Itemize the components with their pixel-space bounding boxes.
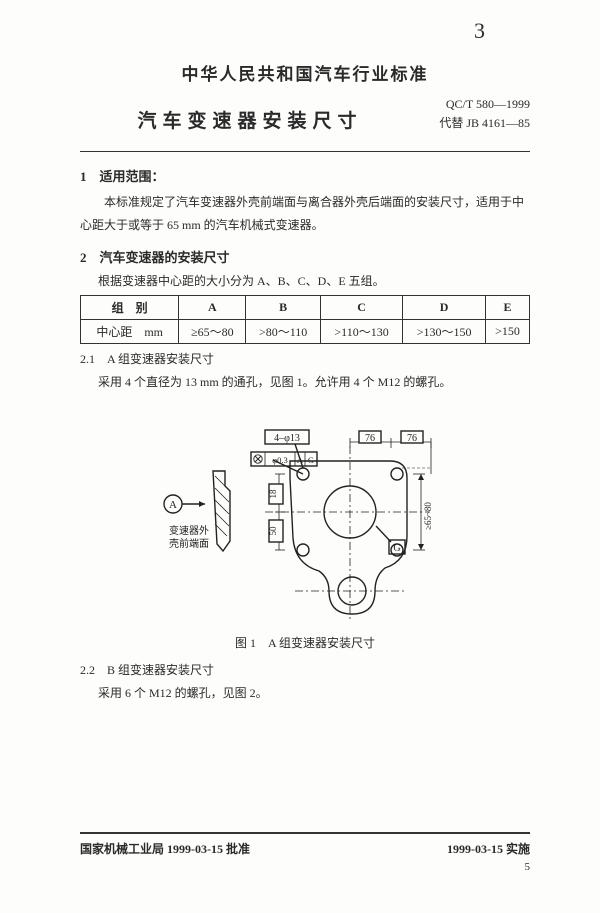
table-header-cell: D <box>403 295 486 319</box>
standard-codes: QC/T 580—1999 代替 JB 4161—85 <box>420 95 530 133</box>
section-2-heading: 2 汽车变速器的安装尺寸 <box>80 247 530 266</box>
table-cell: >110～130 <box>320 319 402 343</box>
table-cell: ≥65～80 <box>179 319 246 343</box>
svg-text:A: A <box>297 455 304 465</box>
svg-text:G: G <box>308 455 314 465</box>
footer-approval: 国家机械工业局 1999-03-15 批准 <box>80 840 250 857</box>
table-cell: 中心距 mm <box>81 319 179 343</box>
table-header-cell: E <box>486 295 530 319</box>
standard-code: QC/T 580—1999 <box>420 95 530 114</box>
hole-note: 4–φ13 <box>274 433 300 444</box>
dim-height: ≥65~80 <box>423 502 433 530</box>
corner-page-mark: 3 <box>474 18 485 44</box>
figure-1-caption: 图 1 A 组变速器安装尺寸 <box>80 634 530 651</box>
table-cell: >150 <box>486 319 530 343</box>
table-header-cell: 组 别 <box>81 295 179 319</box>
footer-row: 国家机械工业局 1999-03-15 批准 1999-03-15 实施 <box>80 840 530 857</box>
section-1-body: 本标准规定了汽车变速器外壳前端面与离合器外壳后端面的安装尺寸，适用于中心距大于或… <box>80 191 530 237</box>
figure-1: A 变速器外 壳前端面 <box>80 416 530 626</box>
table-header-cell: C <box>320 295 402 319</box>
side-label-2: 壳前端面 <box>169 537 209 550</box>
dim-side-b: 50 <box>268 526 278 536</box>
dim-76-a: 76 <box>365 433 375 444</box>
header-rule <box>80 151 530 152</box>
table-row: 组 别 A B C D E <box>81 295 530 319</box>
header-block: 中华人民共和国汽车行业标准 汽车变速器安装尺寸 QC/T 580—1999 代替… <box>80 60 530 133</box>
dim-side-a: 18 <box>268 489 278 499</box>
section-2-2-heading: 2.2 B 组变速器安装尺寸 <box>80 661 530 678</box>
dim-76-b: 76 <box>407 433 417 444</box>
section-2-1-body: 采用 4 个直径为 13 mm 的通孔，见图 1。允许用 4 个 M12 的螺孔… <box>98 373 530 390</box>
footer-rule <box>80 832 530 834</box>
page-number: 5 <box>80 861 530 873</box>
table-row: 中心距 mm ≥65～80 >80～110 >110～130 >130～150 … <box>81 319 530 343</box>
replaces-code: 代替 JB 4161—85 <box>420 114 530 133</box>
section-2-1-heading: 2.1 A 组变速器安装尺寸 <box>80 350 530 367</box>
title-row: 汽车变速器安装尺寸 QC/T 580—1999 代替 JB 4161—85 <box>80 95 530 133</box>
group-table: 组 别 A B C D E 中心距 mm ≥65～80 >80～110 >110… <box>80 295 530 344</box>
svg-text:φ0.3: φ0.3 <box>272 455 288 465</box>
table-header-cell: A <box>179 295 246 319</box>
datum-a-label: A <box>169 499 177 511</box>
section-2-intro: 根据变速器中心距的大小分为 A、B、C、D、E 五组。 <box>98 272 530 289</box>
issuing-org: 中华人民共和国汽车行业标准 <box>80 60 530 85</box>
table-cell: >80～110 <box>246 319 321 343</box>
footer-effective: 1999-03-15 实施 <box>447 840 530 857</box>
page-root: 3 中华人民共和国汽车行业标准 汽车变速器安装尺寸 QC/T 580—1999 … <box>0 0 600 913</box>
side-label-1: 变速器外 <box>169 524 209 537</box>
figure-1-svg: A 变速器外 壳前端面 <box>145 416 465 626</box>
document-title: 汽车变速器安装尺寸 <box>80 106 420 133</box>
section-1-heading: 1 适用范围： <box>80 166 530 185</box>
table-header-cell: B <box>246 295 321 319</box>
section-2-2-body: 采用 6 个 M12 的螺孔，见图 2。 <box>98 684 530 701</box>
table-cell: >130～150 <box>403 319 486 343</box>
datum-g-label: G <box>393 543 400 554</box>
